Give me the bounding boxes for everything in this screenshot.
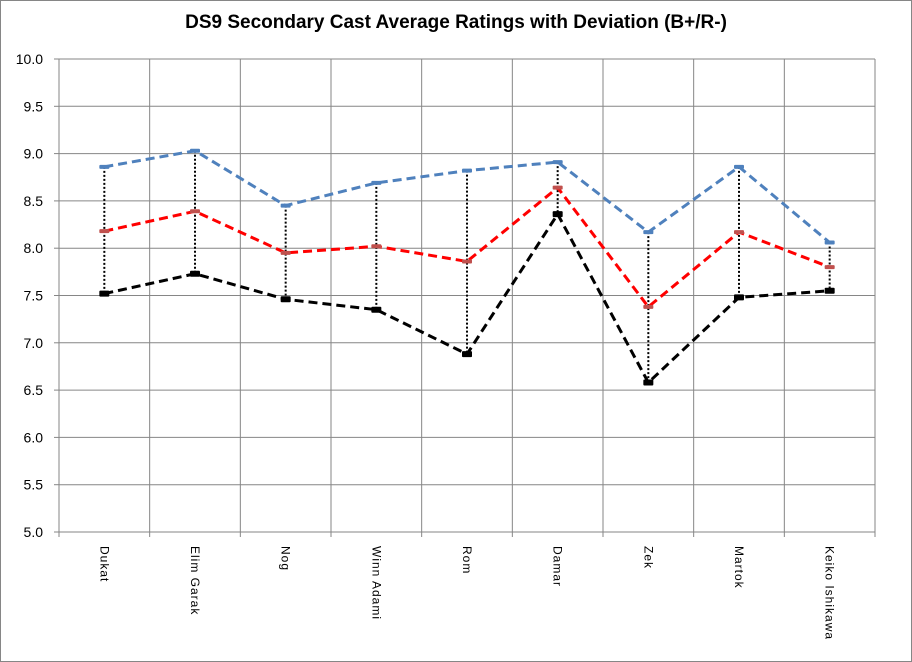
- y-axis: 10.0 9.5 9.0 8.5 8.0 7.5 7.0 6.5 6.0 5.5 5.0: [16, 51, 60, 540]
- y-tick-label: 6.0: [24, 429, 44, 445]
- x-axis: Dukat Elim Garak Nog Winn Adami Rom Damar Zek M…: [58, 531, 876, 640]
- data-point: [190, 148, 200, 153]
- y-tick-label: 6.5: [24, 382, 44, 398]
- series-lines: [99, 148, 835, 386]
- deviation-droplines: [103, 150, 831, 383]
- data-point: [643, 379, 654, 386]
- data-point: [280, 296, 291, 303]
- data-point: [99, 164, 110, 169]
- data-point: [462, 168, 472, 173]
- data-point: [552, 160, 563, 165]
- data-point: [643, 230, 654, 235]
- y-tick-label: 7.0: [24, 335, 44, 351]
- x-tick-label: Rom: [460, 546, 474, 574]
- x-tick-label: Damar: [551, 546, 565, 587]
- y-tick-label: 7.5: [24, 288, 44, 304]
- x-tick-label: Zek: [641, 546, 655, 569]
- data-point: [371, 244, 382, 249]
- y-tick-label: 8.5: [24, 193, 44, 209]
- data-point: [462, 259, 472, 264]
- data-point: [99, 290, 110, 297]
- x-tick-label: Martok: [732, 546, 746, 589]
- x-tick-label: Keiko Ishikawa: [823, 546, 837, 640]
- series-line: [104, 149, 831, 244]
- x-tick-label: Winn Adami: [369, 546, 383, 620]
- data-point: [734, 164, 744, 169]
- series-line: [104, 185, 831, 310]
- x-tick-label: Elim Garak: [188, 546, 202, 615]
- data-point: [824, 287, 835, 294]
- data-point: [371, 180, 382, 185]
- data-point: [552, 185, 563, 190]
- data-point: [371, 306, 382, 313]
- y-tick-label: 10.0: [16, 51, 43, 67]
- y-tick-label: 9.0: [24, 146, 44, 162]
- data-point: [824, 240, 835, 245]
- data-point: [280, 250, 291, 255]
- data-point: [462, 351, 472, 358]
- data-point: [734, 230, 744, 235]
- y-tick-label: 8.0: [24, 240, 44, 256]
- chart-title: DS9 Secondary Cast Average Ratings with …: [185, 12, 727, 33]
- y-tick-label: 5.0: [24, 524, 44, 540]
- data-point: [734, 294, 744, 301]
- data-point: [99, 229, 110, 234]
- y-tick-label: 5.5: [24, 477, 44, 493]
- y-tick-label: 9.5: [24, 98, 44, 114]
- data-point: [824, 265, 835, 270]
- data-point: [552, 211, 563, 218]
- x-tick-label: Nog: [279, 546, 293, 571]
- data-point: [190, 270, 200, 277]
- data-point: [280, 203, 291, 208]
- data-point: [190, 209, 200, 214]
- x-tick-label: Dukat: [97, 546, 111, 582]
- data-point: [643, 304, 654, 309]
